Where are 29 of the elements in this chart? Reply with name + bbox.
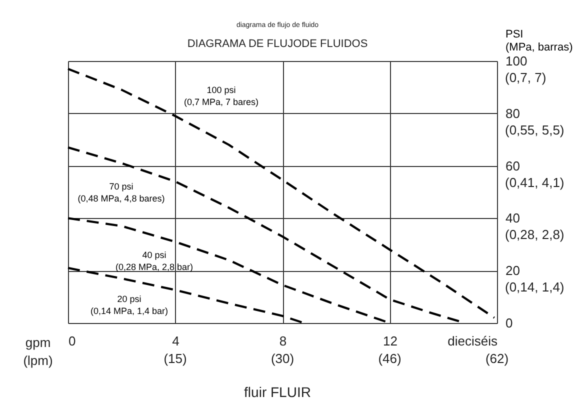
x-tick-label: 0 [68, 334, 76, 348]
y-tick-label: 80 [506, 106, 520, 121]
series-label: 20 psi (0,14 MPa, 1,4 bar) [90, 294, 168, 316]
text: (0,7, 7) [505, 70, 546, 85]
text: gpm (lpm) [23, 335, 53, 368]
line-series [66, 68, 496, 319]
series-label: 40 psi (0,28 MPa, 2,8 bar) [115, 250, 194, 272]
text: (0,55, 5,5) [505, 122, 564, 138]
x-tick-label: 12 [383, 334, 398, 348]
text: (62) [485, 351, 509, 366]
x-tick-label: 8 [279, 334, 287, 348]
y-tick-label: 100 [506, 54, 528, 68]
text: (30) [270, 351, 294, 366]
text: (0,41, 4,1) [505, 174, 564, 190]
y-tick-label: 60 [506, 158, 520, 174]
text: (15) [164, 351, 187, 366]
y-tick-label: 40 [506, 210, 520, 226]
y-tick-label: 0 [506, 316, 513, 330]
series-label: 70 psi (0,48 MPa, 4,8 bares) [78, 182, 165, 204]
text: (0,28, 2,8) [505, 227, 564, 242]
text: (0,14, 1,4) [505, 280, 564, 295]
x-axis-title: fluir FLUIR [244, 384, 311, 400]
text: (46) [378, 351, 402, 366]
y-axis-title: PSI (MPa, barras) [506, 28, 573, 54]
chart-title: DIAGRAMA DE FLUJODE FLUIDOS [187, 38, 368, 50]
x-tick-label: 4 [172, 334, 180, 348]
x-tick-label: dieciséis [448, 334, 498, 348]
y-tick-label: 20 [506, 263, 520, 278]
series-label: 100 psi (0,7 MPa, 7 bares) [184, 85, 259, 108]
